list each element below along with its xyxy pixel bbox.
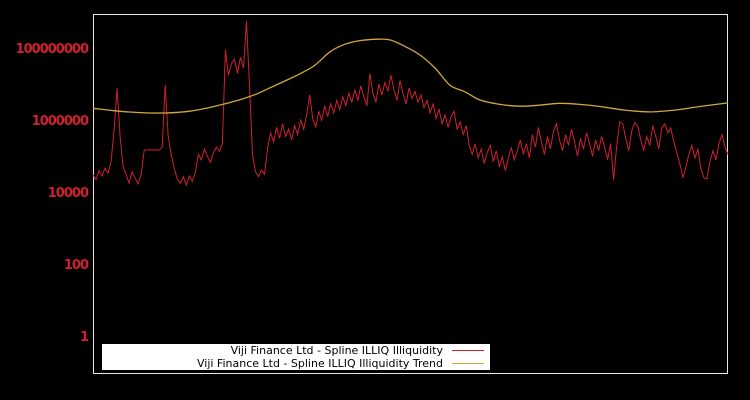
y-axis-tick-label: 1 (79, 330, 89, 345)
legend-label-trend: Viji Finance Ltd - Spline ILLIQ Illiquid… (196, 357, 443, 370)
legend-label-illiq: Viji Finance Ltd - Spline ILLIQ Illiquid… (230, 344, 443, 357)
y-axis-tick-label: 100000000 (15, 42, 89, 57)
legend-item-illiq: Viji Finance Ltd - Spline ILLIQ Illiquid… (102, 344, 490, 357)
legend: Viji Finance Ltd - Spline ILLIQ Illiquid… (102, 344, 490, 370)
legend-line-swatch-trend (452, 363, 484, 364)
legend-item-trend: Viji Finance Ltd - Spline ILLIQ Illiquid… (102, 357, 490, 370)
y-axis-tick-label: 10000 (47, 186, 89, 201)
illiq-series-line (92, 21, 729, 187)
y-axis-tick-label: 100 (63, 258, 89, 273)
plot-border (93, 14, 728, 374)
y-axis-tick-label: 1000000 (31, 114, 89, 129)
legend-line-swatch-illiq (452, 350, 484, 351)
illiq-trend-line (92, 38, 729, 114)
